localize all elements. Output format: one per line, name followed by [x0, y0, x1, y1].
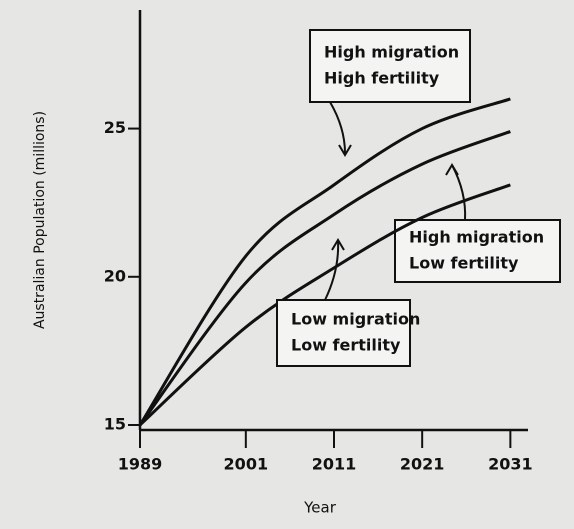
x-tick-label: 1989 — [118, 455, 163, 474]
series-line — [138, 130, 511, 426]
annotation-text: Low migration — [291, 310, 420, 329]
annotation-text: High migration — [324, 43, 459, 62]
annotation-arrow — [324, 239, 340, 301]
y-tick-label: 20 — [104, 266, 126, 285]
annotation-box — [309, 29, 471, 103]
y-tick-label: 15 — [104, 415, 126, 434]
annotation-box — [276, 299, 411, 367]
annotation-arrow — [329, 101, 347, 156]
y-tick-label: 25 — [104, 118, 126, 137]
annotation-text: High migration — [409, 228, 544, 247]
series-line — [138, 183, 511, 427]
annotation-box — [394, 219, 561, 283]
annotation-text: Low fertility — [291, 336, 401, 355]
x-tick-label: 2031 — [488, 455, 533, 474]
x-tick-label: 2011 — [312, 455, 357, 474]
arrow-head — [445, 163, 459, 176]
x-axis-label: Year — [303, 499, 337, 517]
annotation-text: High fertility — [324, 69, 440, 88]
arrow-head — [331, 238, 345, 251]
annotation-text: Low fertility — [409, 254, 519, 273]
y-axis-label: Australian Population (millions) — [32, 111, 48, 329]
arrow-head — [338, 144, 352, 157]
x-tick-label: 2001 — [224, 455, 269, 474]
series-line — [138, 97, 511, 426]
x-tick-label: 2021 — [400, 455, 445, 474]
